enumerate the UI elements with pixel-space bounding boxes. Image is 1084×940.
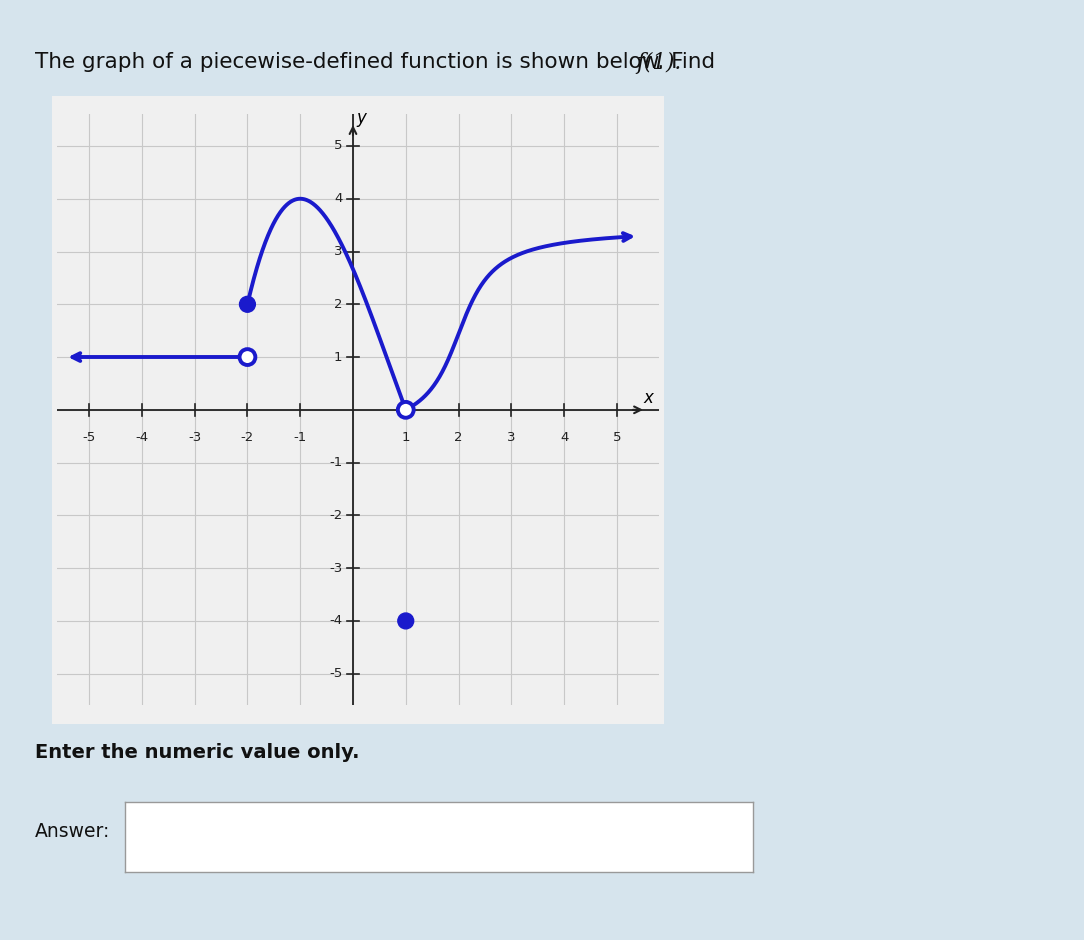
Text: 2: 2 <box>454 431 463 444</box>
Text: -5: -5 <box>330 667 343 681</box>
Text: Answer:: Answer: <box>35 822 111 841</box>
Circle shape <box>240 349 256 365</box>
Text: -1: -1 <box>294 431 307 444</box>
Text: -5: -5 <box>82 431 95 444</box>
Text: -3: -3 <box>188 431 202 444</box>
Text: 4: 4 <box>560 431 568 444</box>
Text: The graph of a piecewise-defined function is shown below. Find: The graph of a piecewise-defined functio… <box>35 52 722 71</box>
Text: 1: 1 <box>334 351 343 364</box>
Text: -1: -1 <box>330 456 343 469</box>
Text: 3: 3 <box>334 245 343 258</box>
Text: -2: -2 <box>330 509 343 522</box>
Text: -4: -4 <box>330 615 343 627</box>
FancyBboxPatch shape <box>52 96 664 724</box>
Circle shape <box>398 402 414 417</box>
Circle shape <box>398 613 414 629</box>
Text: 2: 2 <box>334 298 343 311</box>
Text: -4: -4 <box>136 431 149 444</box>
Text: 5: 5 <box>334 139 343 152</box>
Text: 3: 3 <box>507 431 516 444</box>
Circle shape <box>240 296 256 312</box>
Text: 5: 5 <box>612 431 621 444</box>
Text: f(1).: f(1). <box>636 52 682 74</box>
Text: Enter the numeric value only.: Enter the numeric value only. <box>35 743 359 761</box>
Text: -2: -2 <box>241 431 254 444</box>
Text: $y$: $y$ <box>357 111 369 129</box>
Text: 4: 4 <box>334 193 343 205</box>
Text: $x$: $x$ <box>644 390 656 407</box>
Text: -3: -3 <box>330 562 343 574</box>
Text: 1: 1 <box>401 431 410 444</box>
